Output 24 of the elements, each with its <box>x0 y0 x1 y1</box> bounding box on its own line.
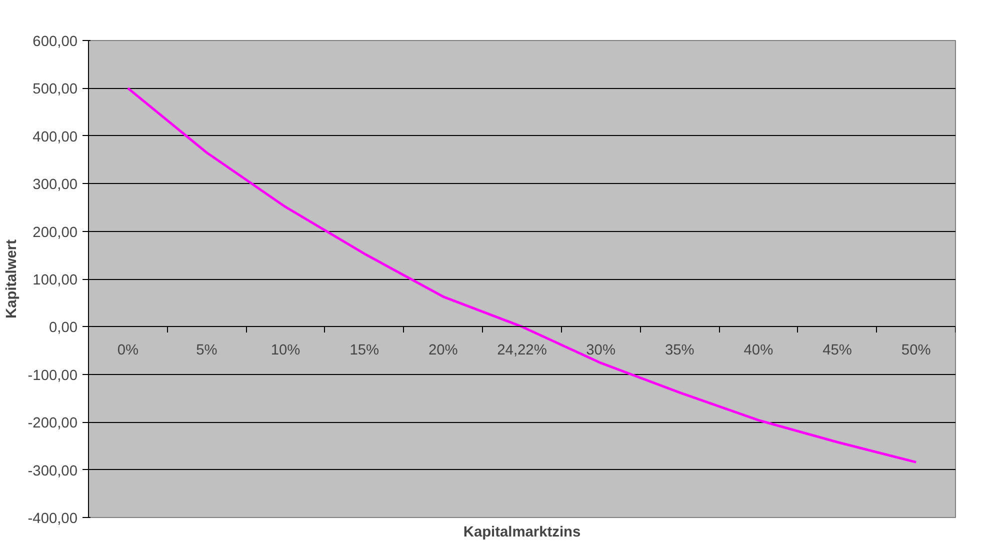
y-axis-title: Kapitalwert <box>4 239 20 318</box>
y-tick-label: -100,00 <box>28 368 78 384</box>
y-tick-label: -200,00 <box>28 416 78 432</box>
y-tick-label: 400,00 <box>32 129 78 146</box>
y-tick-label: -400,00 <box>28 511 78 527</box>
y-tick-label: 600,00 <box>32 34 78 50</box>
x-axis-title: Kapitalmarktzins <box>463 524 581 540</box>
x-tick-label: 5% <box>196 342 218 359</box>
x-tick-label: 0% <box>117 342 139 359</box>
y-tick-label: 0,00 <box>48 320 78 336</box>
y-tick-label: 100,00 <box>32 272 78 288</box>
x-tick-label: 20% <box>428 342 458 359</box>
y-tick-label: 300,00 <box>32 177 78 194</box>
x-tick-label: 40% <box>744 342 774 359</box>
y-tick-label: 200,00 <box>32 224 78 241</box>
y-tick-label: 500,00 <box>32 82 78 98</box>
x-tick-label: 45% <box>822 342 852 359</box>
x-tick-label: 35% <box>664 342 694 359</box>
x-tick-label: 24,22% <box>497 342 547 359</box>
x-tick-label: 15% <box>350 342 380 359</box>
x-tick-label: 50% <box>901 342 931 359</box>
x-tick-label: 30% <box>586 342 616 359</box>
x-tick-label: 10% <box>270 342 300 359</box>
y-tick-label: -300,00 <box>28 463 78 480</box>
